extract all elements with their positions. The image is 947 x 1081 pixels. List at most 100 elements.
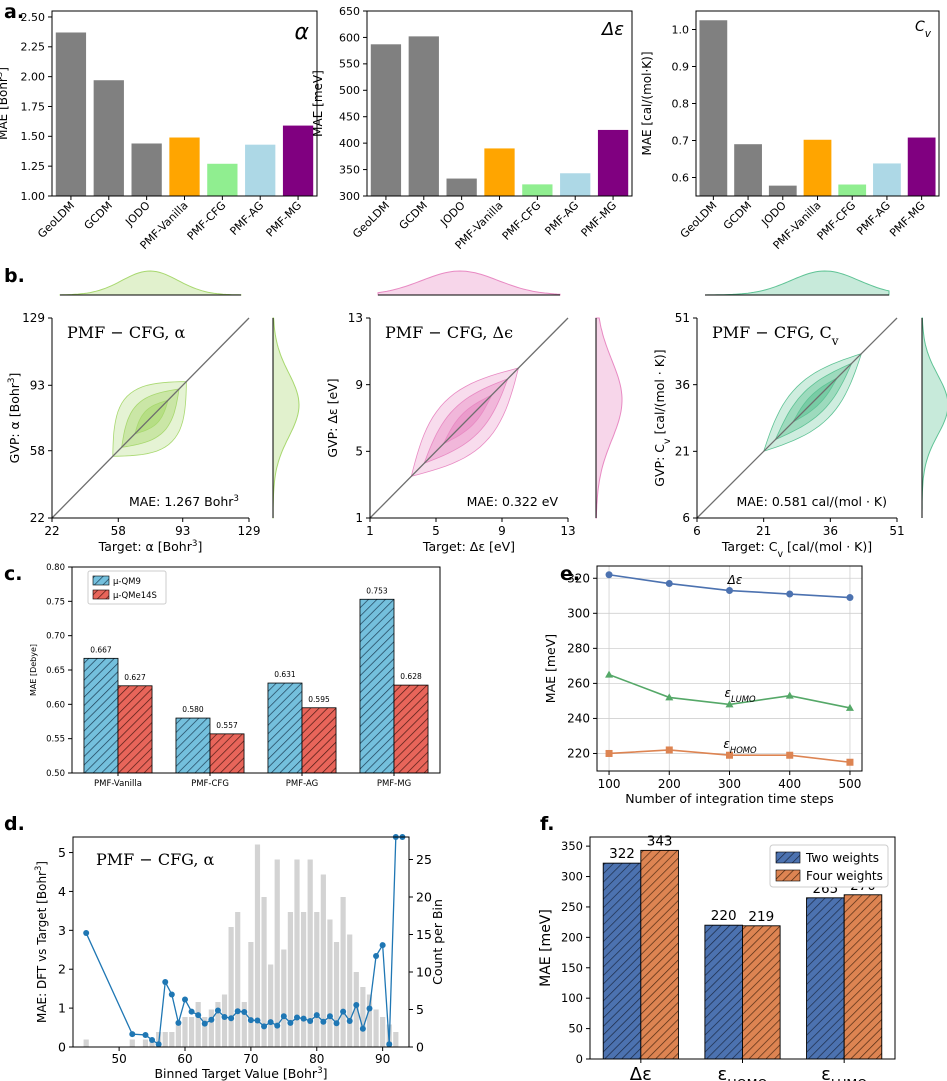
bar-jodo <box>131 143 162 196</box>
mae-point <box>373 953 380 959</box>
ytick-label: 240 <box>567 712 590 726</box>
mae-point <box>340 1008 347 1015</box>
plot-title: PMF − CFG, Cv <box>712 323 839 348</box>
ytick-label: 0.75 <box>46 597 65 607</box>
chart-c-dipole: 0.667 0.627 PMF-Vanilla 0.580 0.557 PMF-CFG 0.… <box>29 563 441 789</box>
xtick-label: 60 <box>177 1052 192 1066</box>
xtick-label: 129 <box>238 524 261 538</box>
mae-point <box>280 1013 287 1020</box>
legend: Two weights Four weights <box>769 844 889 888</box>
bar-gcdm <box>734 144 762 196</box>
xtick-label: 50 <box>111 1052 126 1066</box>
xtick-label: 200 <box>658 777 681 791</box>
xtick-label: PMF-MG <box>264 199 305 240</box>
ytick-label: 350 <box>339 163 360 176</box>
bar-pmf-ag-s2 <box>301 707 337 774</box>
histogram-bar <box>142 1039 149 1047</box>
bar-pmf-mg-s2 <box>393 684 429 774</box>
bar-pmf-cfg <box>838 184 867 196</box>
plot-title: PMF − CFG, α <box>67 323 186 342</box>
bar-gcdm <box>408 36 439 196</box>
ytick-label: 320 <box>567 571 590 585</box>
mae-point <box>294 1014 300 1021</box>
histogram-bar <box>333 942 340 1047</box>
bar-value-label: 343 <box>647 833 673 849</box>
xtick-label: GeoLDM <box>678 199 720 241</box>
xtick-label: 9 <box>498 524 506 538</box>
bar-0-s1 <box>602 862 642 1060</box>
ytick-label: 200 <box>561 930 583 944</box>
data-point <box>846 758 854 766</box>
legend-label: μ-QM9 <box>113 577 141 587</box>
ytick-label: 0.60 <box>46 700 65 710</box>
data-point <box>845 703 854 711</box>
mae-point <box>155 1041 162 1048</box>
ytick-label: 0.6 <box>672 171 690 184</box>
xtick-label: GCDM <box>82 199 115 232</box>
data-point <box>665 580 673 588</box>
bar-pmf-cfg-s1 <box>175 717 211 774</box>
ytick-label: 0.8 <box>672 97 690 110</box>
data-point <box>785 691 794 699</box>
xtick-label: PMF-CFG <box>185 199 229 243</box>
mae-point <box>267 1019 274 1026</box>
bar-pmf-mg-s1 <box>359 598 395 774</box>
xtick-label: 58 <box>111 524 126 538</box>
mae-point <box>353 1002 360 1008</box>
bar-jodo <box>446 178 477 196</box>
ytick-label: 5 <box>355 445 363 459</box>
ytick-label: 50 <box>568 1022 583 1036</box>
ytick-label: 4 <box>58 884 66 899</box>
ytick-label: 1 <box>58 1001 66 1016</box>
bar-value-label: 0.557 <box>216 721 238 730</box>
y-axis-label: GVP: Δε [eV] <box>325 378 340 457</box>
axes-frame <box>51 10 318 197</box>
bar-value-label: 0.667 <box>90 645 112 654</box>
top-kde <box>377 270 561 296</box>
panel-letter-f: f. <box>540 813 554 835</box>
y-axis-label: MAE [meV] <box>311 70 325 137</box>
data-point <box>605 749 613 757</box>
legend-label: Four weights <box>806 869 883 883</box>
ytick-label: 9 <box>355 378 363 392</box>
mae-point <box>149 1037 156 1043</box>
histogram-bar <box>261 897 267 1047</box>
legend-swatch <box>775 869 801 882</box>
data-point <box>665 746 673 754</box>
mae-point <box>188 1008 195 1015</box>
ytick-label-right: 20 <box>416 890 432 905</box>
ytick-label-right: 0 <box>416 1040 424 1055</box>
ytick-label: 350 <box>561 839 583 853</box>
chart-title: α <box>294 20 309 45</box>
xtick-label: 400 <box>778 777 801 791</box>
ytick-label: 400 <box>339 137 360 150</box>
histogram-bar <box>393 1032 399 1047</box>
xtick-label: 300 <box>718 777 741 791</box>
legend: μ-QM9 μ-QMe14S <box>87 570 167 605</box>
histogram-bar <box>373 1009 379 1047</box>
histogram-bar <box>320 874 326 1047</box>
side-kde <box>921 317 947 518</box>
mae-point <box>261 1023 268 1030</box>
bar-value-label: 0.580 <box>182 705 204 714</box>
xtick-label: JODO <box>758 199 789 230</box>
ytick-label: 2 <box>58 962 66 977</box>
chart-e-timesteps: Δε εLUMO εHOMO 100 200 300 400 500 220 240 260 280 3… <box>543 565 863 806</box>
chart-b-gap: 1 5 9 13 1 5 9 13 Target: Δε [eV] GVP: Δε [eV] MAE… <box>325 270 623 554</box>
data-point <box>605 670 614 678</box>
ytick-label: 2.50 <box>21 11 46 24</box>
ytick-label: 500 <box>339 84 360 97</box>
mae-point <box>221 1014 228 1021</box>
bar-pmf-mg <box>907 137 936 196</box>
histogram-bar <box>83 1039 89 1047</box>
xtick-label: GCDM <box>721 199 754 232</box>
ytick-label-right: 25 <box>416 852 432 867</box>
ytick-label: 1.0 <box>672 23 690 36</box>
ytick-label: 250 <box>561 900 583 914</box>
xtick-label: JODO <box>122 199 153 230</box>
bar-pmf-ag <box>560 173 591 196</box>
mae-point <box>254 1017 261 1024</box>
mae-point <box>142 1031 149 1038</box>
mae-point <box>313 1012 320 1019</box>
x-axis-label: Target: Δε [eV] <box>422 539 515 554</box>
